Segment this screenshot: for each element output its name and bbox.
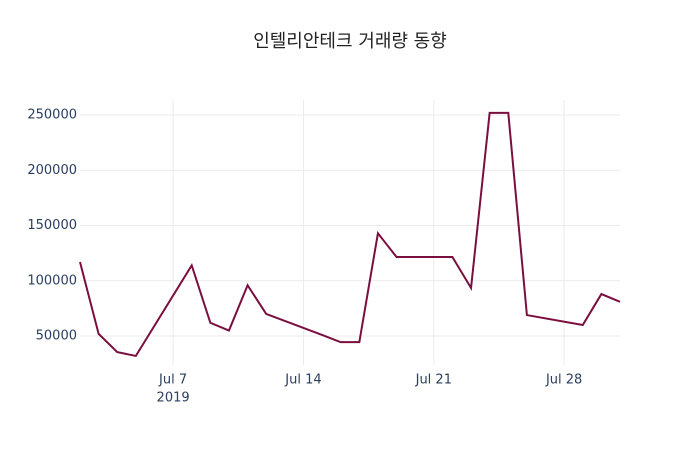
line <box>79 111 621 358</box>
x-tick-label: Jul 28 <box>545 373 582 388</box>
y-tick-label: 200000 <box>27 163 77 178</box>
y-tick-label: 150000 <box>27 218 77 233</box>
x-tick-label: Jul 21 <box>415 373 452 388</box>
x-tick-label: Jul 14 <box>284 373 321 388</box>
x-year-label: 2019 <box>157 391 190 406</box>
y-tick-label: 100000 <box>27 273 77 288</box>
y-tick-label: 50000 <box>36 329 77 344</box>
chart-title: 인텔리안테크 거래량 동향 <box>253 31 447 52</box>
y-tick-label: 250000 <box>27 108 77 123</box>
x-tick-label: Jul 7 <box>158 373 187 388</box>
